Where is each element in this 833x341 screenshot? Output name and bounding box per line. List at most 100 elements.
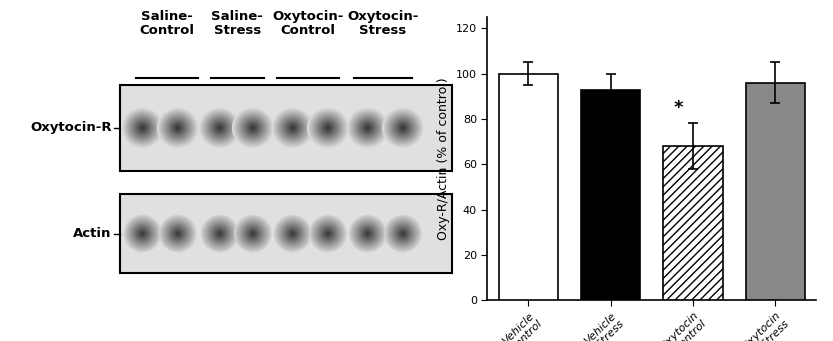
Ellipse shape	[357, 117, 379, 139]
Bar	[121, 194, 451, 273]
Ellipse shape	[251, 232, 255, 235]
Ellipse shape	[237, 218, 269, 250]
Text: Oxytocin-
Stress: Oxytocin- Stress	[347, 10, 419, 37]
Ellipse shape	[398, 229, 407, 238]
Ellipse shape	[165, 116, 191, 140]
Ellipse shape	[277, 219, 307, 249]
Ellipse shape	[365, 125, 371, 131]
Ellipse shape	[383, 108, 423, 147]
Ellipse shape	[242, 117, 264, 139]
Ellipse shape	[167, 223, 188, 244]
Ellipse shape	[172, 228, 183, 239]
Ellipse shape	[246, 226, 261, 241]
Ellipse shape	[324, 124, 332, 132]
Ellipse shape	[358, 224, 377, 243]
Ellipse shape	[240, 116, 266, 140]
Ellipse shape	[248, 229, 257, 238]
Ellipse shape	[161, 217, 195, 250]
Ellipse shape	[142, 127, 143, 129]
Ellipse shape	[212, 226, 227, 241]
Ellipse shape	[250, 231, 256, 236]
Ellipse shape	[320, 225, 337, 242]
Ellipse shape	[386, 217, 420, 250]
Ellipse shape	[122, 108, 162, 147]
Ellipse shape	[135, 226, 150, 241]
Ellipse shape	[232, 107, 274, 148]
Ellipse shape	[399, 124, 407, 132]
Ellipse shape	[159, 215, 197, 252]
Ellipse shape	[289, 230, 297, 237]
Ellipse shape	[170, 226, 185, 241]
Ellipse shape	[142, 233, 143, 235]
Ellipse shape	[137, 228, 148, 239]
Ellipse shape	[169, 225, 187, 242]
Ellipse shape	[388, 219, 418, 249]
Ellipse shape	[286, 227, 299, 240]
Ellipse shape	[291, 232, 295, 235]
Ellipse shape	[402, 233, 404, 235]
Ellipse shape	[214, 228, 226, 239]
Ellipse shape	[167, 117, 189, 139]
Ellipse shape	[272, 107, 313, 148]
Ellipse shape	[134, 120, 151, 136]
Ellipse shape	[210, 119, 229, 137]
Ellipse shape	[161, 112, 195, 144]
Ellipse shape	[292, 127, 294, 129]
Ellipse shape	[160, 216, 196, 251]
Ellipse shape	[173, 229, 182, 238]
Ellipse shape	[202, 216, 237, 251]
Ellipse shape	[247, 122, 259, 134]
Ellipse shape	[132, 223, 152, 244]
Text: Saline-
Control: Saline- Control	[139, 10, 194, 37]
Ellipse shape	[199, 107, 241, 148]
Ellipse shape	[252, 233, 254, 235]
Ellipse shape	[236, 112, 270, 144]
Ellipse shape	[216, 124, 224, 132]
Ellipse shape	[384, 215, 421, 252]
Ellipse shape	[360, 226, 375, 241]
Ellipse shape	[212, 121, 227, 135]
Ellipse shape	[310, 216, 346, 251]
Ellipse shape	[238, 114, 267, 142]
Ellipse shape	[171, 121, 185, 135]
Ellipse shape	[287, 228, 298, 239]
Ellipse shape	[172, 123, 183, 133]
Ellipse shape	[128, 220, 157, 248]
Ellipse shape	[363, 229, 372, 238]
Ellipse shape	[362, 122, 374, 134]
Ellipse shape	[247, 227, 259, 240]
Ellipse shape	[349, 215, 387, 252]
Ellipse shape	[312, 112, 345, 144]
Ellipse shape	[290, 231, 296, 236]
Ellipse shape	[215, 123, 225, 133]
Ellipse shape	[317, 223, 338, 244]
Ellipse shape	[274, 215, 312, 252]
Ellipse shape	[280, 116, 305, 140]
Ellipse shape	[172, 227, 184, 240]
Ellipse shape	[235, 110, 271, 145]
Ellipse shape	[207, 220, 233, 247]
Ellipse shape	[359, 120, 376, 136]
Ellipse shape	[309, 109, 347, 146]
Ellipse shape	[201, 215, 238, 252]
Ellipse shape	[238, 219, 268, 249]
Ellipse shape	[322, 228, 333, 239]
Ellipse shape	[351, 112, 384, 144]
Ellipse shape	[126, 112, 159, 144]
Ellipse shape	[133, 119, 152, 137]
Ellipse shape	[313, 114, 342, 142]
Ellipse shape	[275, 110, 311, 145]
Ellipse shape	[317, 117, 339, 139]
Ellipse shape	[281, 221, 305, 246]
Text: Actin: Actin	[73, 227, 112, 240]
Ellipse shape	[282, 222, 304, 245]
Ellipse shape	[285, 226, 300, 241]
Ellipse shape	[212, 120, 228, 136]
Ellipse shape	[130, 116, 155, 140]
Ellipse shape	[316, 221, 340, 246]
Ellipse shape	[211, 224, 229, 243]
Ellipse shape	[246, 121, 260, 135]
Ellipse shape	[132, 222, 154, 245]
Ellipse shape	[277, 218, 308, 250]
Ellipse shape	[207, 221, 232, 246]
